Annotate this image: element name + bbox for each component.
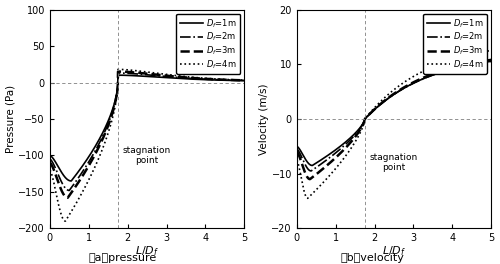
Legend: $D_f$=1m, $D_f$=2m, $D_f$=3m, $D_f$=4m: $D_f$=1m, $D_f$=2m, $D_f$=3m, $D_f$=4m <box>176 14 240 74</box>
Text: stagnation
point: stagnation point <box>123 146 171 165</box>
X-axis label: $L/D_f$: $L/D_f$ <box>382 245 406 258</box>
Text: （b）velocity: （b）velocity <box>340 253 404 263</box>
Text: （a）pressure: （a）pressure <box>88 253 156 263</box>
Y-axis label: Velocity (m/s): Velocity (m/s) <box>258 83 268 155</box>
X-axis label: $L/D_f$: $L/D_f$ <box>135 245 159 258</box>
Text: stagnation
point: stagnation point <box>370 153 418 172</box>
Y-axis label: Pressure (Pa): Pressure (Pa) <box>6 85 16 153</box>
Legend: $D_f$=1m, $D_f$=2m, $D_f$=3m, $D_f$=4m: $D_f$=1m, $D_f$=2m, $D_f$=3m, $D_f$=4m <box>424 14 487 74</box>
